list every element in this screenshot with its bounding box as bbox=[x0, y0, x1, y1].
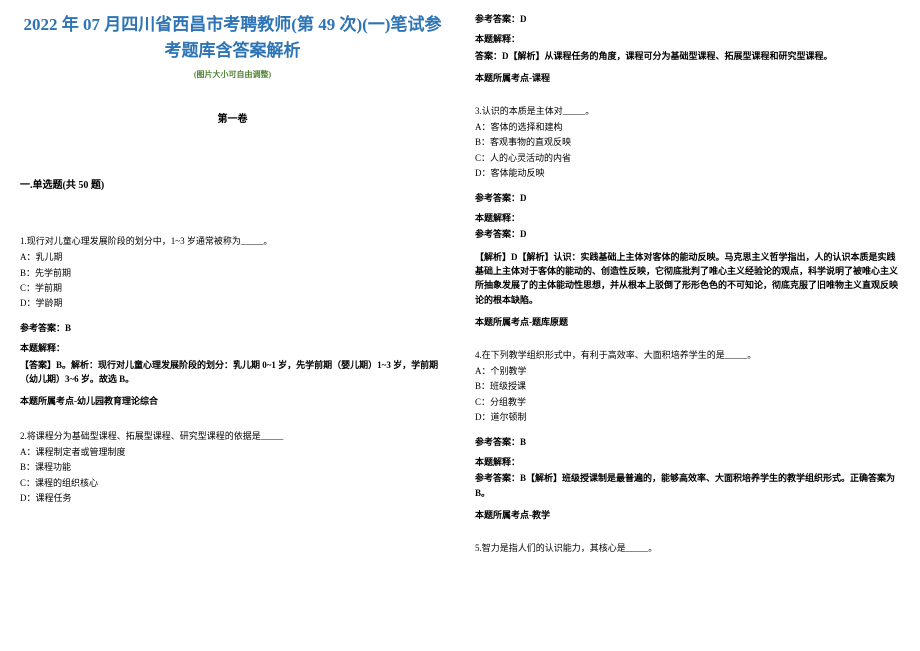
page-container: 2022 年 07 月四川省西昌市考聘教师(第 49 次)(一)笔试参考题库含答… bbox=[20, 12, 900, 639]
question-4: 4.在下列教学组织形式中，有利于高效率、大面积培养学生的是_____。 A：个别… bbox=[475, 348, 900, 523]
q1-explain-label: 本题解释： bbox=[20, 341, 445, 355]
q1-opt-d: D：学龄期 bbox=[20, 296, 445, 310]
q3-opt-d: D：客体能动反映 bbox=[475, 166, 900, 180]
section-header: 一.单选题(共 50 题) bbox=[20, 178, 445, 194]
left-column: 2022 年 07 月四川省西昌市考聘教师(第 49 次)(一)笔试参考题库含答… bbox=[20, 12, 445, 639]
q1-opt-b: B：先学前期 bbox=[20, 266, 445, 280]
q1-explain-text: 【答案】B。解析：现行对儿童心理发展阶段的划分：乳儿期 0~1 岁，先学前期（婴… bbox=[20, 358, 445, 387]
q4-text: 4.在下列教学组织形式中，有利于高效率、大面积培养学生的是_____。 bbox=[475, 348, 900, 362]
question-2-continued: 参考答案：D 本题解释： 答案：D【解析】从课程任务的角度，课程可分为基础型课程… bbox=[475, 12, 900, 86]
q4-answer: 参考答案：B bbox=[475, 435, 900, 449]
q2-explain-label: 本题解释： bbox=[475, 32, 900, 46]
q1-text: 1.现行对儿童心理发展阶段的划分中，1~3 岁通常被称为_____。 bbox=[20, 234, 445, 248]
q1-opt-c: C：学前期 bbox=[20, 281, 445, 295]
q3-topic: 本题所属考点-题库原题 bbox=[475, 315, 900, 329]
q4-opt-b: B：班级授课 bbox=[475, 379, 900, 393]
q3-explain-text: 【解析】D【解析】认识：实践基础上主体对客体的能动反映。马克思主义哲学指出，人的… bbox=[475, 250, 900, 308]
q4-opt-c: C：分组教学 bbox=[475, 395, 900, 409]
right-column: 参考答案：D 本题解释： 答案：D【解析】从课程任务的角度，课程可分为基础型课程… bbox=[475, 12, 900, 639]
q2-explain-text: 答案：D【解析】从课程任务的角度，课程可分为基础型课程、拓展型课程和研究型课程。 bbox=[475, 49, 900, 63]
q2-answer: 参考答案：D bbox=[475, 12, 900, 26]
q3-answer2: 参考答案：D bbox=[475, 227, 900, 241]
q5-text: 5.智力是指人们的认识能力，其核心是_____。 bbox=[475, 541, 900, 555]
q2-opt-d: D：课程任务 bbox=[20, 491, 445, 505]
doc-title: 2022 年 07 月四川省西昌市考聘教师(第 49 次)(一)笔试参考题库含答… bbox=[20, 12, 445, 63]
q3-answer: 参考答案：D bbox=[475, 191, 900, 205]
q4-explain-label: 本题解释： bbox=[475, 455, 900, 469]
q1-answer: 参考答案：B bbox=[20, 321, 445, 335]
question-3: 3.认识的本质是主体对_____。 A：客体的选择和建构 B：客观事物的直观反映… bbox=[475, 104, 900, 330]
doc-subtitle: (图片大小可自由调整) bbox=[20, 69, 445, 82]
q2-topic: 本题所属考点-课程 bbox=[475, 71, 900, 85]
q3-text: 3.认识的本质是主体对_____。 bbox=[475, 104, 900, 118]
q2-opt-b: B：课程功能 bbox=[20, 460, 445, 474]
question-2: 2.将课程分为基础型课程、拓展型课程、研究型课程的依据是_____ A：课程制定… bbox=[20, 429, 445, 506]
section-label: 第一卷 bbox=[20, 112, 445, 128]
q2-opt-c: C：课程的组织核心 bbox=[20, 476, 445, 490]
q3-opt-c: C：人的心灵活动的内省 bbox=[475, 151, 900, 165]
q1-topic: 本题所属考点-幼儿园教育理论综合 bbox=[20, 394, 445, 408]
q1-opt-a: A：乳儿期 bbox=[20, 250, 445, 264]
q3-explain-label: 本题解释： bbox=[475, 211, 900, 225]
q3-opt-a: A：客体的选择和建构 bbox=[475, 120, 900, 134]
q4-explain-text: 参考答案：B【解析】班级授课制是最普遍的，能够高效率、大面积培养学生的教学组织形… bbox=[475, 471, 900, 500]
q2-opt-a: A：课程制定者或管理制度 bbox=[20, 445, 445, 459]
q2-text: 2.将课程分为基础型课程、拓展型课程、研究型课程的依据是_____ bbox=[20, 429, 445, 443]
q4-opt-a: A：个别教学 bbox=[475, 364, 900, 378]
q4-topic: 本题所属考点-教学 bbox=[475, 508, 900, 522]
q4-opt-d: D：道尔顿制 bbox=[475, 410, 900, 424]
q3-opt-b: B：客观事物的直观反映 bbox=[475, 135, 900, 149]
question-5: 5.智力是指人们的认识能力，其核心是_____。 bbox=[475, 541, 900, 555]
question-1: 1.现行对儿童心理发展阶段的划分中，1~3 岁通常被称为_____。 A：乳儿期… bbox=[20, 234, 445, 409]
